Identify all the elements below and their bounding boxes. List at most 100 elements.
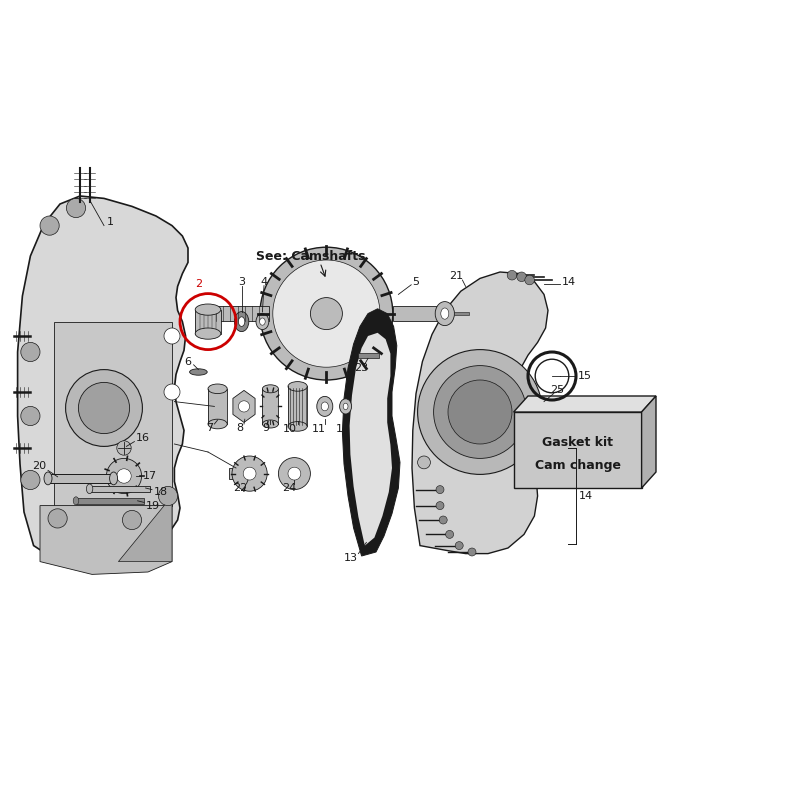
Bar [76,498,144,504]
Circle shape [232,456,267,491]
Ellipse shape [110,472,118,485]
Ellipse shape [74,497,79,505]
Ellipse shape [262,385,278,393]
Polygon shape [54,322,172,506]
Text: 11: 11 [311,424,326,434]
Ellipse shape [321,402,329,411]
Text: 4: 4 [261,277,267,286]
Polygon shape [18,196,188,562]
Circle shape [468,548,476,556]
Ellipse shape [259,318,266,326]
Ellipse shape [195,328,221,339]
Circle shape [117,469,131,483]
Polygon shape [233,390,255,422]
Bar [48,474,114,483]
Text: 13: 13 [343,554,358,563]
Circle shape [439,516,447,524]
Text: 10: 10 [282,424,297,434]
Circle shape [21,406,40,426]
Polygon shape [342,309,400,556]
Circle shape [436,486,444,494]
Circle shape [21,470,40,490]
Ellipse shape [288,382,307,391]
Text: 9: 9 [262,423,269,433]
Circle shape [434,366,526,458]
Bar [454,312,469,315]
Polygon shape [642,396,656,488]
Circle shape [448,380,512,444]
Ellipse shape [86,484,93,494]
Bar [358,353,379,358]
Bar [208,389,227,424]
Text: 3: 3 [238,277,245,286]
Ellipse shape [208,419,227,429]
Bar [262,389,278,424]
Text: Cam change: Cam change [534,458,621,472]
Text: 15: 15 [578,371,592,381]
Circle shape [48,509,67,528]
Circle shape [517,272,526,282]
Ellipse shape [317,396,333,416]
Circle shape [164,328,180,344]
Ellipse shape [343,403,348,410]
Polygon shape [514,396,656,412]
Polygon shape [514,412,642,488]
Circle shape [260,247,393,380]
Text: 17: 17 [142,471,157,481]
Text: 22: 22 [233,483,247,493]
Circle shape [310,298,342,330]
Text: 19: 19 [146,501,160,510]
Ellipse shape [234,312,249,331]
Bar [288,386,307,426]
Circle shape [117,441,131,455]
Ellipse shape [44,472,52,485]
Ellipse shape [190,369,207,375]
Polygon shape [350,333,392,546]
Circle shape [66,370,142,446]
Text: 25: 25 [550,386,564,395]
Bar [393,306,441,321]
Circle shape [106,458,142,494]
Text: 24: 24 [282,483,297,493]
Text: 5: 5 [413,277,419,286]
Text: 7: 7 [206,423,213,433]
Circle shape [288,467,301,480]
Ellipse shape [256,314,269,330]
Circle shape [238,401,250,412]
Circle shape [66,198,86,218]
Polygon shape [40,506,172,574]
Circle shape [273,260,380,367]
Circle shape [455,542,463,550]
Text: 6: 6 [185,357,191,366]
Circle shape [243,467,256,480]
Bar [229,468,245,479]
Circle shape [525,275,534,285]
Circle shape [158,486,178,506]
Ellipse shape [441,308,449,319]
Text: 12: 12 [335,424,350,434]
Text: 2: 2 [195,279,202,289]
Circle shape [418,456,430,469]
Bar [214,306,269,321]
Ellipse shape [208,384,227,394]
Circle shape [122,510,142,530]
Polygon shape [412,272,548,554]
Circle shape [278,458,310,490]
Circle shape [164,384,180,400]
Text: 21: 21 [449,271,463,281]
Circle shape [21,342,40,362]
Ellipse shape [288,422,307,431]
Text: 14: 14 [579,491,594,501]
Polygon shape [118,496,172,562]
Text: 8: 8 [237,423,243,433]
Circle shape [418,350,542,474]
Ellipse shape [340,398,352,414]
Text: See: Camshafts: See: Camshafts [256,250,365,262]
Circle shape [78,382,130,434]
Text: Gasket kit: Gasket kit [542,436,613,449]
Circle shape [40,216,59,235]
Ellipse shape [262,420,278,428]
Circle shape [446,530,454,538]
Text: 20: 20 [32,461,46,470]
Circle shape [436,502,444,510]
